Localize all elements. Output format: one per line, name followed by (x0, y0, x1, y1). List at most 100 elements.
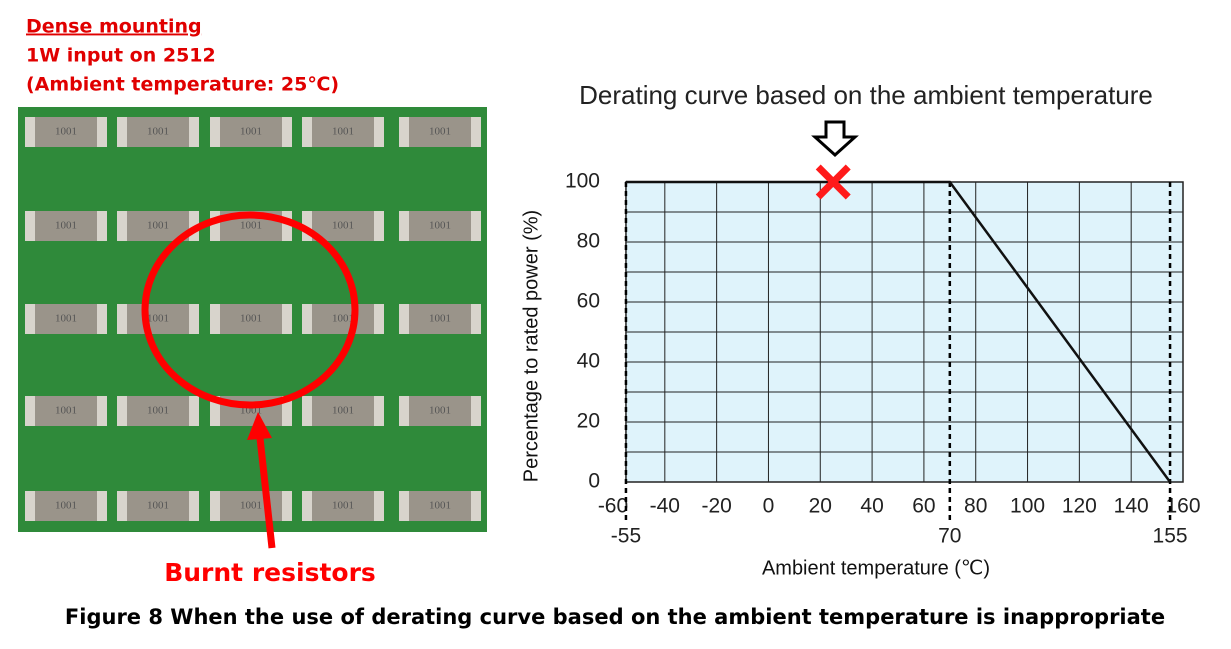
resistor-array: 1001 1001 1001 1001 1001 1001 1001 1001 1001 1001… (25, 117, 481, 521)
resistor-end (25, 491, 35, 521)
resistor-end (302, 211, 312, 241)
resistor-end (97, 211, 107, 241)
resistor-end (399, 211, 409, 241)
resistor-marking: 1001 (332, 313, 354, 325)
resistor-end (302, 304, 312, 334)
resistor-end (97, 491, 107, 521)
resistor-end (471, 117, 481, 147)
resistor-end (97, 117, 107, 147)
resistor-body (25, 117, 107, 147)
x-axis-label: Ambient temperature (℃) (762, 557, 990, 579)
resistor-marking: 1001 (240, 500, 262, 512)
resistor-end (189, 304, 199, 334)
resistor-end (374, 396, 384, 426)
resistor-marking: 1001 (429, 220, 451, 232)
resistor-marking: 1001 (332, 500, 354, 512)
resistor-end (374, 491, 384, 521)
resistor-marking: 1001 (147, 405, 169, 417)
resistor-marking: 1001 (332, 220, 354, 232)
chart-title: Derating curve based on the ambient temp… (579, 80, 1153, 110)
resistor-end (210, 211, 220, 241)
resistor-end (471, 396, 481, 426)
x-tick-label: -60 (598, 495, 628, 518)
pointer-arrow (811, 120, 859, 158)
resistor-body (302, 304, 384, 334)
y-axis-label: Percentage to rated power (%) (520, 210, 542, 482)
resistor-end (282, 304, 292, 334)
x-tick-label: -20 (701, 495, 731, 518)
resistor-body (25, 304, 107, 334)
x-tick-label: 0 (763, 495, 775, 518)
note: 1W input on 2512 (26, 45, 216, 67)
y-tick-label: 20 (577, 410, 600, 433)
reference-label: 155 (1153, 525, 1188, 548)
x-tick-label: -40 (650, 495, 680, 518)
resistor-end (97, 396, 107, 426)
resistor-marking: 1001 (55, 220, 77, 232)
resistor-end (399, 491, 409, 521)
x-tick-label: 40 (860, 495, 883, 518)
resistor-end (399, 396, 409, 426)
resistor-end (189, 396, 199, 426)
resistor-end (25, 304, 35, 334)
resistor-body (210, 117, 292, 147)
resistor-body (399, 396, 481, 426)
resistor-end (374, 211, 384, 241)
resistor-end (25, 396, 35, 426)
reference-label: 70 (938, 525, 961, 548)
resistor-body (399, 304, 481, 334)
x-tick-label: 80 (964, 495, 987, 518)
resistor-end (117, 396, 127, 426)
note: Dense mounting (26, 16, 202, 38)
resistor-marking: 1001 (147, 500, 169, 512)
resistor-body (399, 211, 481, 241)
resistor-end (210, 304, 220, 334)
resistor-body (25, 491, 107, 521)
resistor-end (117, 491, 127, 521)
x-tick-label: 100 (1010, 495, 1045, 518)
y-tick-label: 80 (577, 230, 600, 253)
y-tick-label: 40 (577, 350, 600, 373)
resistor-end (399, 304, 409, 334)
resistor-end (117, 304, 127, 334)
resistor-end (471, 211, 481, 241)
resistor-marking: 1001 (240, 313, 262, 325)
resistor-end (189, 491, 199, 521)
resistor-end (471, 491, 481, 521)
resistor-marking: 1001 (147, 220, 169, 232)
resistor-marking: 1001 (429, 313, 451, 325)
resistor-marking: 1001 (55, 313, 77, 325)
resistor-end (117, 211, 127, 241)
resistor-body (25, 211, 107, 241)
resistor-body (117, 117, 199, 147)
y-tick-label: 0 (588, 470, 600, 493)
resistor-body (210, 304, 292, 334)
resistor-marking: 1001 (429, 500, 451, 512)
x-tick-label: 140 (1114, 495, 1149, 518)
resistor-end (97, 304, 107, 334)
resistor-end (117, 117, 127, 147)
resistor-end (189, 117, 199, 147)
resistor-marking: 1001 (55, 126, 77, 138)
x-tick-label: 120 (1062, 495, 1097, 518)
resistor-end (399, 117, 409, 147)
resistor-marking: 1001 (429, 405, 451, 417)
resistor-marking: 1001 (240, 220, 262, 232)
resistor-end (25, 117, 35, 147)
resistor-end (302, 396, 312, 426)
resistor-end (210, 396, 220, 426)
resistor-body (302, 211, 384, 241)
reference-label: -55 (611, 525, 641, 548)
highlight-circle (141, 211, 359, 409)
resistor-end (210, 117, 220, 147)
callout-label: Burnt resistors (164, 558, 376, 587)
caption: Figure 8 When the use of derating curve … (65, 605, 1165, 629)
callout-arrow (256, 437, 276, 549)
y-tick-label: 100 (565, 170, 600, 193)
derating-line (625, 180, 1172, 483)
x-tick-label: 60 (912, 495, 935, 518)
resistor-marking: 1001 (332, 126, 354, 138)
resistor-marking: 1001 (429, 126, 451, 138)
